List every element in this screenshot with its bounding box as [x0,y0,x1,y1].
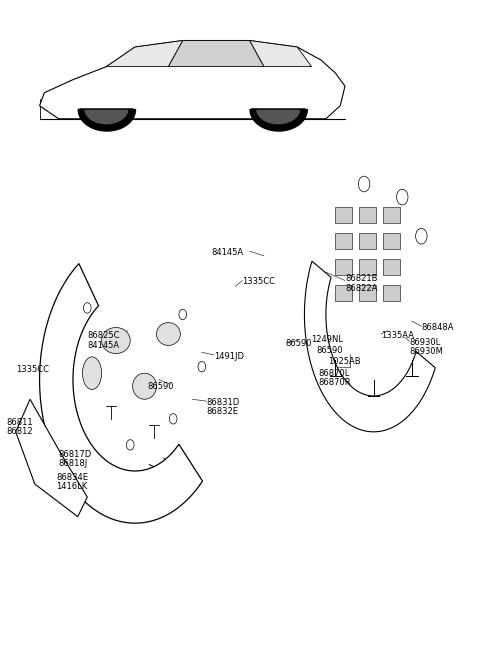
Ellipse shape [156,323,180,345]
Text: 86811: 86811 [6,418,33,426]
Text: 86831D: 86831D [206,398,240,407]
Circle shape [396,189,408,205]
PathPatch shape [304,261,435,432]
PathPatch shape [39,263,203,523]
Text: 86930M: 86930M [409,347,444,356]
Text: 1249NL: 1249NL [312,335,344,344]
Circle shape [126,440,134,450]
Text: 86812: 86812 [6,426,33,436]
FancyBboxPatch shape [360,259,376,275]
FancyBboxPatch shape [383,259,400,275]
FancyBboxPatch shape [336,259,352,275]
FancyBboxPatch shape [383,233,400,250]
PathPatch shape [39,41,345,119]
Text: 86848A: 86848A [421,323,454,332]
Circle shape [179,309,187,320]
Polygon shape [80,109,132,127]
Polygon shape [257,111,300,124]
Text: 86825C: 86825C [87,331,120,340]
Text: 86870L: 86870L [319,369,350,378]
FancyBboxPatch shape [383,207,400,223]
Ellipse shape [132,373,156,400]
Text: 86818J: 86818J [59,459,88,468]
Text: 86930L: 86930L [409,338,441,347]
Circle shape [169,413,177,424]
PathPatch shape [168,41,264,67]
Text: 86821B: 86821B [345,274,377,283]
Text: 86834E: 86834E [56,473,88,482]
FancyBboxPatch shape [360,285,376,301]
FancyBboxPatch shape [336,285,352,301]
Text: 86590: 86590 [285,339,312,348]
Circle shape [84,303,91,313]
Polygon shape [252,109,304,127]
PathPatch shape [16,400,87,517]
Text: 86832E: 86832E [206,407,239,416]
FancyBboxPatch shape [336,207,352,223]
PathPatch shape [107,41,183,67]
Ellipse shape [83,357,102,390]
Text: 86822A: 86822A [345,284,377,293]
FancyBboxPatch shape [336,233,352,250]
Circle shape [198,362,205,372]
Ellipse shape [102,328,130,354]
Polygon shape [85,111,128,124]
FancyBboxPatch shape [383,285,400,301]
Text: 1416LK: 1416LK [56,482,87,491]
Text: 84145A: 84145A [87,341,120,350]
Circle shape [359,176,370,192]
FancyBboxPatch shape [360,233,376,250]
Text: 86590: 86590 [147,382,173,390]
Text: 1335AA: 1335AA [381,331,414,340]
Text: 84145A: 84145A [211,248,243,257]
PathPatch shape [250,41,312,67]
Text: 1335CC: 1335CC [16,365,48,375]
Circle shape [416,229,427,244]
Text: 86870R: 86870R [319,378,351,387]
FancyBboxPatch shape [360,207,376,223]
Text: 1025AB: 1025AB [328,357,361,366]
Text: 86590: 86590 [316,346,343,355]
Text: 1491JD: 1491JD [214,352,244,361]
Text: 1335CC: 1335CC [242,277,276,286]
Text: 86817D: 86817D [59,450,92,459]
